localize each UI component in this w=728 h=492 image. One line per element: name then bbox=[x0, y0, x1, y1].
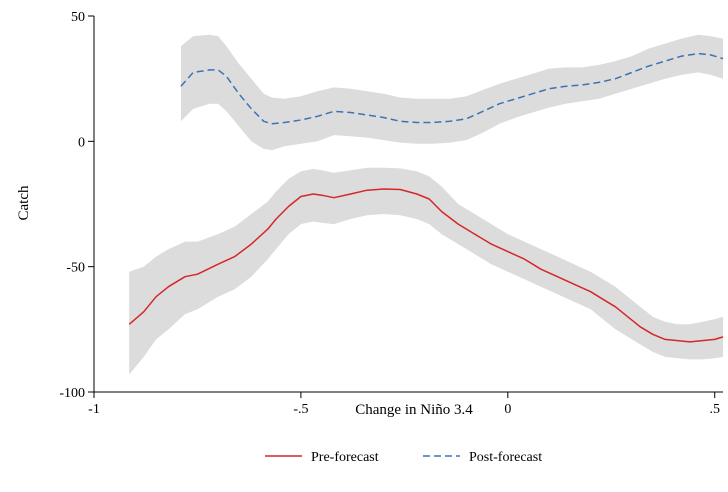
y-tick-label: -100 bbox=[59, 386, 85, 401]
x-tick-label: -1 bbox=[88, 402, 100, 417]
confidence-band-pre-forecast bbox=[129, 167, 723, 375]
series-line-pre-forecast bbox=[128, 188, 724, 343]
legend-label-pre-forecast: Pre-forecast bbox=[311, 450, 379, 465]
x-axis-ticks: -1 -.5 0 .5 bbox=[88, 392, 720, 417]
x-axis-title: Change in Niño 3.4 bbox=[355, 402, 473, 418]
y-tick-label: 0 bbox=[78, 135, 85, 150]
x-tick-label: 0 bbox=[504, 402, 511, 417]
y-axis-ticks: -100 -50 0 50 bbox=[59, 10, 94, 401]
x-tick-label: -.5 bbox=[293, 402, 308, 417]
y-tick-label: -50 bbox=[66, 261, 85, 276]
y-axis-title: Catch bbox=[16, 185, 32, 220]
legend: Pre-forecast Post-forecast bbox=[265, 450, 542, 465]
y-tick-label: 50 bbox=[71, 10, 85, 25]
x-tick-label: .5 bbox=[709, 402, 720, 417]
series-lines bbox=[128, 52, 724, 343]
confidence-band-post-forecast bbox=[180, 34, 723, 151]
confidence-bands bbox=[129, 34, 723, 375]
series-line-post-forecast bbox=[180, 52, 724, 125]
legend-label-post-forecast: Post-forecast bbox=[469, 450, 542, 465]
